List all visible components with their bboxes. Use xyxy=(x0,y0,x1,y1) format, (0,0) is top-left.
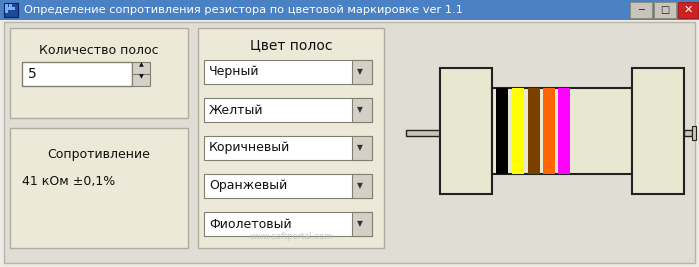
Text: ▲: ▲ xyxy=(138,62,143,68)
Text: Цвет полос: Цвет полос xyxy=(250,38,332,52)
Text: www.softportal.com: www.softportal.com xyxy=(250,232,333,241)
Bar xyxy=(528,88,540,174)
Bar xyxy=(406,130,440,136)
Bar xyxy=(10,28,188,118)
Text: ▼: ▼ xyxy=(357,68,363,77)
Bar xyxy=(132,74,150,86)
Bar xyxy=(684,130,692,136)
Bar xyxy=(204,60,372,84)
Bar xyxy=(512,88,524,174)
Bar xyxy=(9,4,12,7)
Bar xyxy=(204,136,372,160)
Bar xyxy=(352,136,372,160)
Text: ─: ─ xyxy=(638,5,644,15)
Text: Коричневый: Коричневый xyxy=(209,142,290,155)
Text: ▼: ▼ xyxy=(138,74,143,80)
Text: ✕: ✕ xyxy=(684,5,693,15)
Bar xyxy=(654,2,676,18)
Bar xyxy=(352,60,372,84)
Text: Черный: Черный xyxy=(209,65,259,78)
Bar xyxy=(678,2,698,18)
Text: ▼: ▼ xyxy=(357,143,363,152)
Bar xyxy=(352,98,372,122)
Bar xyxy=(198,28,384,248)
Bar xyxy=(352,174,372,198)
Bar xyxy=(558,88,570,174)
Text: □: □ xyxy=(661,5,670,15)
Text: ▼: ▼ xyxy=(357,105,363,115)
Text: Количество полос: Количество полос xyxy=(39,44,159,57)
Bar xyxy=(492,88,632,174)
Bar xyxy=(352,212,372,236)
Bar xyxy=(204,174,372,198)
Bar xyxy=(543,88,555,174)
Text: Оранжевый: Оранжевый xyxy=(209,179,287,193)
Bar xyxy=(204,212,372,236)
Text: Определение сопротивления резистора по цветовой маркировке ver 1.1: Определение сопротивления резистора по ц… xyxy=(24,5,463,15)
Bar xyxy=(692,126,696,140)
Bar xyxy=(496,88,508,174)
Bar xyxy=(4,3,18,17)
Bar xyxy=(440,68,492,194)
Text: ▼: ▼ xyxy=(357,219,363,229)
Text: 5: 5 xyxy=(28,67,37,81)
Bar xyxy=(0,0,699,20)
Text: Фиолетовый: Фиолетовый xyxy=(209,218,291,230)
Bar xyxy=(5,7,15,10)
Bar xyxy=(132,62,150,74)
Bar xyxy=(204,98,372,122)
Bar xyxy=(22,62,132,86)
Text: Желтый: Желтый xyxy=(209,104,264,116)
Bar xyxy=(5,4,8,13)
Text: Сопротивление: Сопротивление xyxy=(48,148,150,161)
Bar xyxy=(632,68,684,194)
Bar xyxy=(630,2,652,18)
Bar xyxy=(10,128,188,248)
Text: 41 кОм ±0,1%: 41 кОм ±0,1% xyxy=(22,175,115,188)
Text: ▼: ▼ xyxy=(357,182,363,190)
